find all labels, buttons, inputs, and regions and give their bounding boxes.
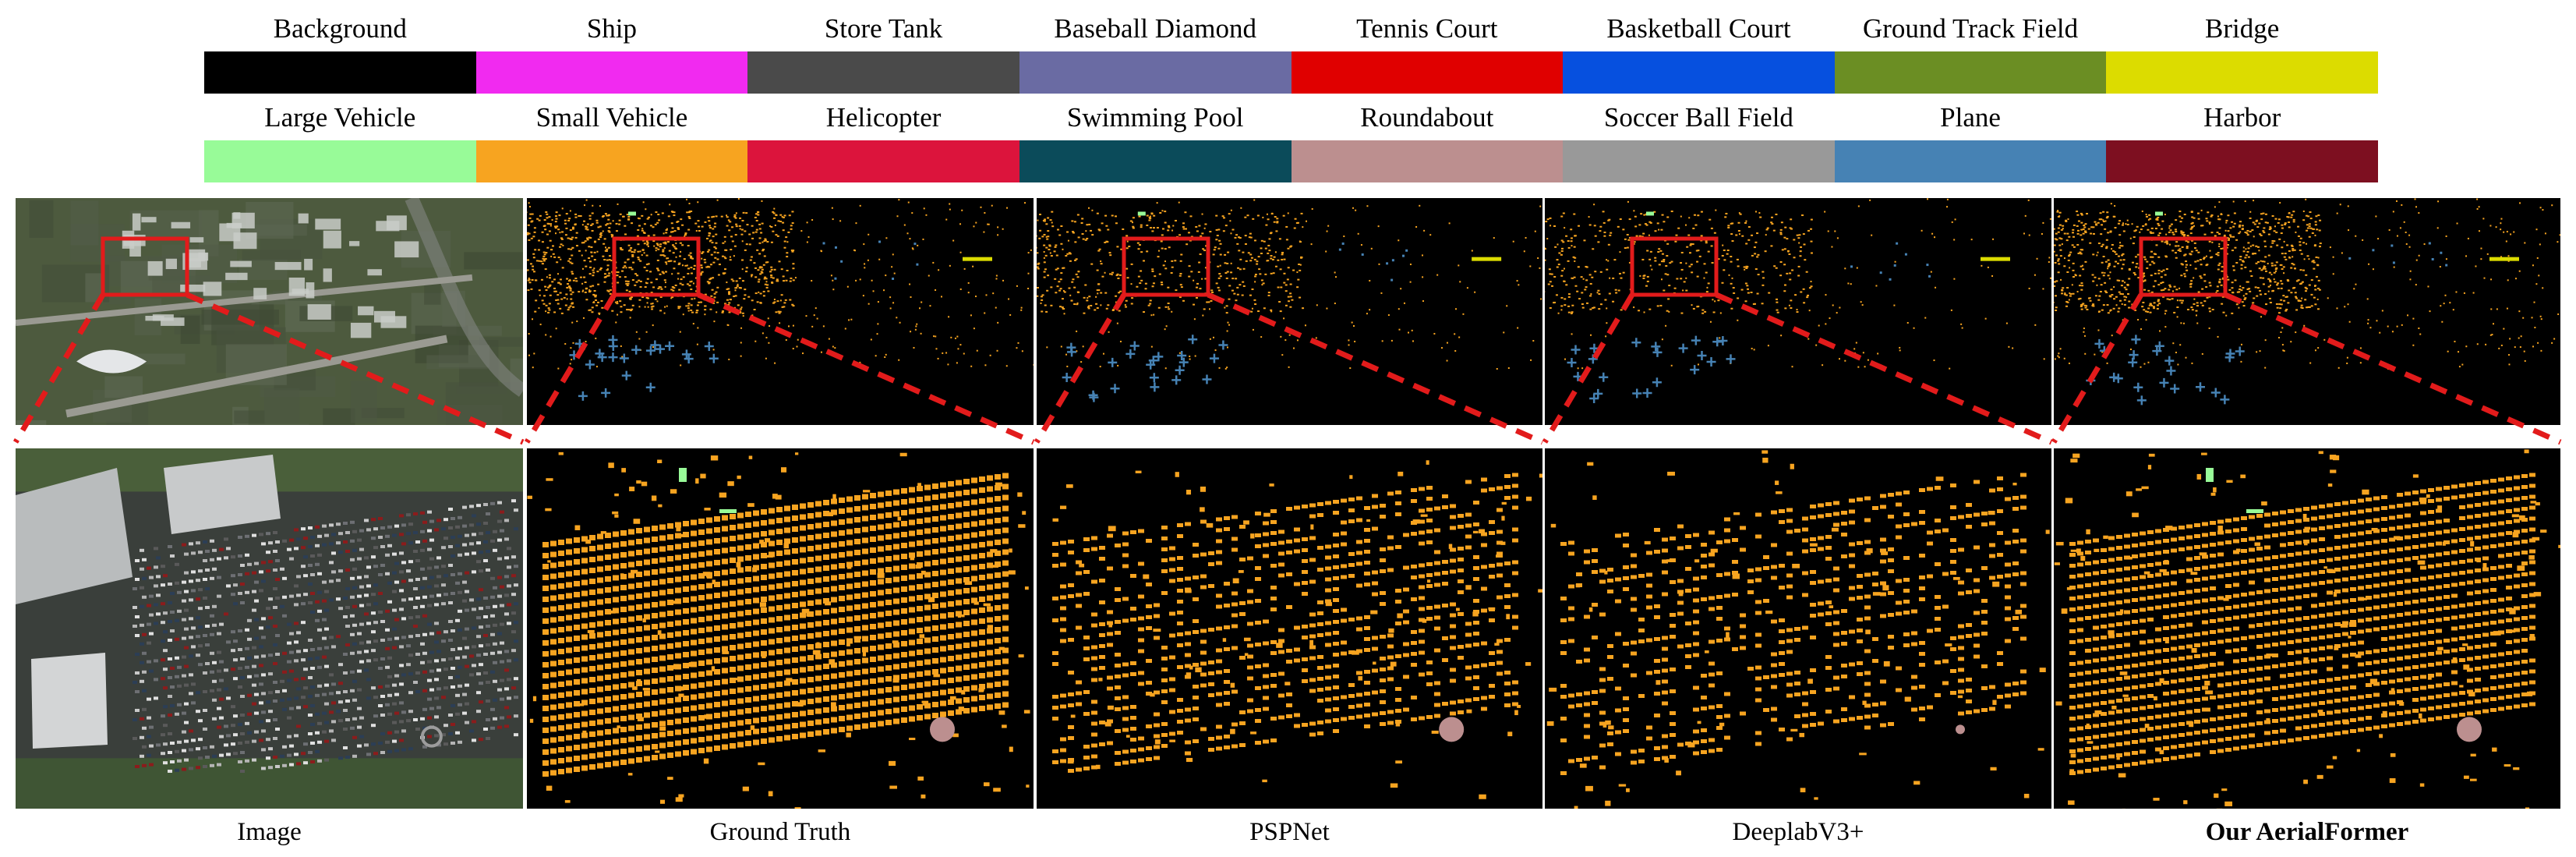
legend-item: Roundabout — [1291, 95, 1564, 182]
legend-item: Swimming Pool — [1019, 95, 1292, 182]
caption-3: DeeplabV3+ — [1732, 818, 1864, 846]
legend-item: Bridge — [2106, 6, 2378, 94]
legend-item: Basketball Court — [1563, 6, 1835, 94]
legend-label: Soccer Ball Field — [1603, 102, 1793, 133]
legend-swatch — [1291, 140, 1564, 182]
legend-swatch — [1563, 51, 1835, 94]
legend-swatch — [1834, 51, 2107, 94]
legend-swatch — [475, 140, 748, 182]
legend-swatch — [2106, 51, 2378, 94]
legend-item: Large Vehicle — [204, 95, 476, 182]
legend-swatch — [1019, 140, 1292, 182]
legend-label: Baseball Diamond — [1054, 13, 1256, 44]
zoom-panel-1 — [527, 448, 1034, 809]
legend-item: Helicopter — [747, 95, 1019, 182]
legend-item: Tennis Court — [1291, 6, 1564, 94]
legend-row-1: Background Ship Store Tank Baseball Diamond… — [204, 6, 2378, 94]
top-panel-2 — [1037, 198, 1542, 425]
legend-row-2: Large Vehicle Small Vehicle Helicopter Swim… — [204, 95, 2378, 182]
legend-label: Store Tank — [824, 13, 943, 44]
legend-swatch — [204, 140, 476, 182]
top-panel-1 — [527, 198, 1034, 425]
legend-label: Ship — [586, 13, 638, 44]
top-panel-0 — [16, 198, 523, 425]
legend-item: Ship — [475, 6, 748, 94]
legend-label: Ground Track Field — [1863, 13, 2079, 44]
caption-4: Our AerialFormer — [2205, 818, 2409, 846]
legend-swatch — [204, 51, 476, 94]
legend-swatch — [475, 51, 748, 94]
legend-item: Small Vehicle — [475, 95, 748, 182]
legend-label: Roundabout — [1360, 102, 1494, 133]
legend-item: Baseball Diamond — [1019, 6, 1292, 94]
zoom-panel-4 — [2054, 448, 2560, 809]
legend-swatch — [1834, 140, 2107, 182]
caption-1: Ground Truth — [709, 818, 851, 846]
legend-label: Harbor — [2203, 102, 2281, 133]
legend-item: Ground Track Field — [1834, 6, 2107, 94]
legend-swatch — [1563, 140, 1835, 182]
caption-0: Image — [237, 818, 302, 846]
zoom-panel-2 — [1037, 448, 1542, 809]
legend-label: Helicopter — [825, 102, 942, 133]
legend-label: Swimming Pool — [1066, 102, 1244, 133]
legend-label: Plane — [1940, 102, 2001, 133]
legend-label: Background — [273, 13, 407, 44]
legend-label: Large Vehicle — [264, 102, 416, 133]
legend-label: Small Vehicle — [535, 102, 688, 133]
legend-item: Soccer Ball Field — [1563, 95, 1835, 182]
legend-swatch — [1291, 51, 1564, 94]
legend-item: Store Tank — [747, 6, 1019, 94]
legend-swatch — [2106, 140, 2378, 182]
legend-swatch — [747, 140, 1019, 182]
legend-item: Harbor — [2106, 95, 2378, 182]
zoom-panel-3 — [1545, 448, 2051, 809]
legend-label: Tennis Court — [1356, 13, 1498, 44]
legend-item: Background — [204, 6, 476, 94]
top-panel-3 — [1545, 198, 2051, 425]
zoom-panel-0 — [16, 448, 523, 809]
legend-item: Plane — [1834, 95, 2107, 182]
top-panel-4 — [2054, 198, 2560, 425]
legend-label: Basketball Court — [1606, 13, 1791, 44]
legend-swatch — [747, 51, 1019, 94]
legend-label: Bridge — [2205, 13, 2280, 44]
caption-2: PSPNet — [1249, 818, 1330, 846]
legend-swatch — [1019, 51, 1292, 94]
